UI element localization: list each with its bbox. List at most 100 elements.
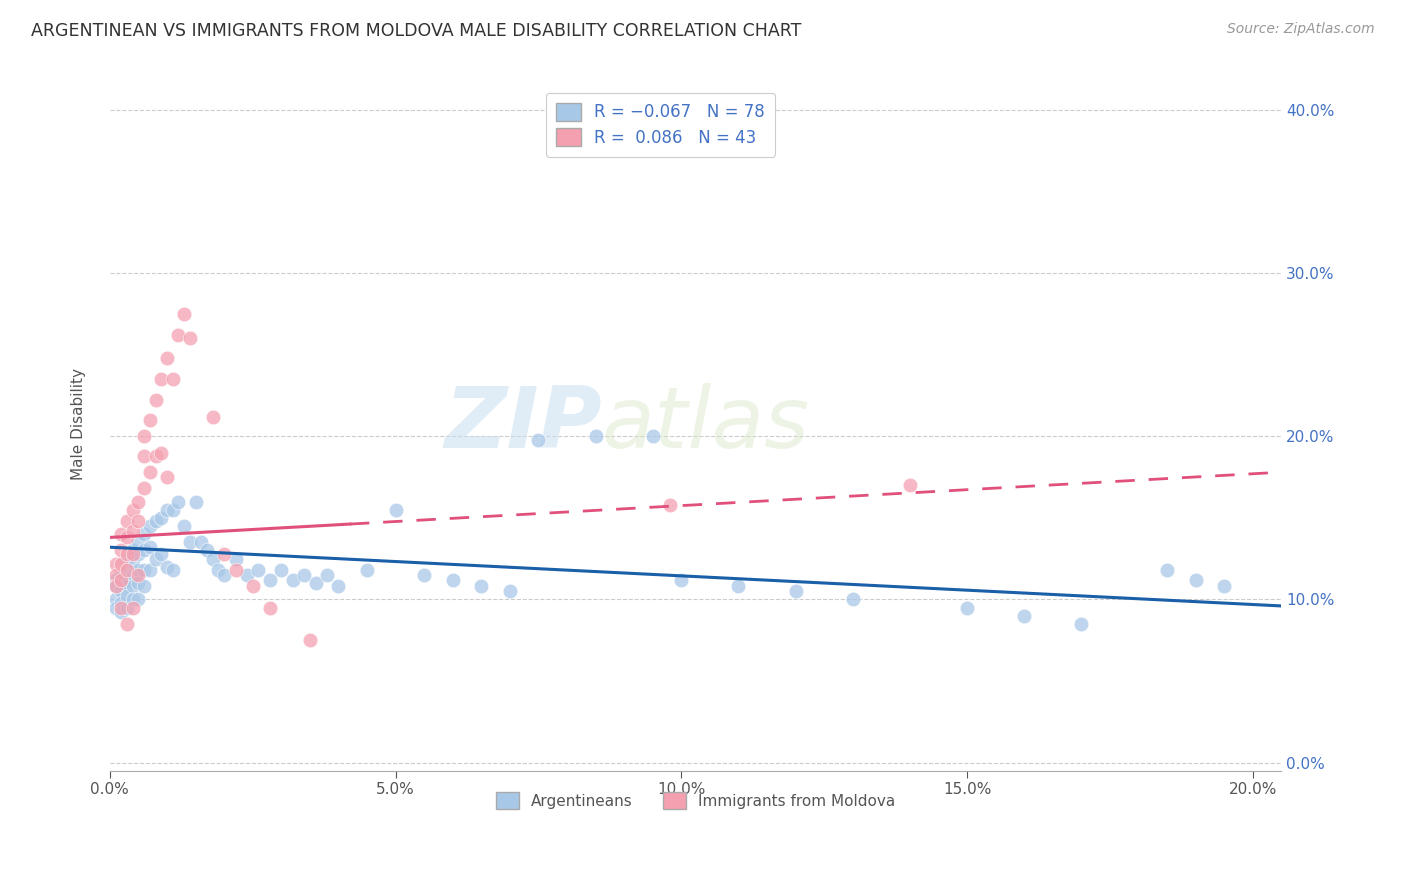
Point: [145, 449, 167, 463]
Point: [115, 563, 138, 577]
Point: [1012, 608, 1035, 623]
Point: [121, 568, 143, 582]
Point: [956, 600, 979, 615]
Point: [115, 547, 138, 561]
Point: [356, 563, 378, 577]
Point: [156, 351, 179, 365]
Point: [298, 633, 321, 648]
Point: [104, 557, 127, 571]
Point: [121, 579, 143, 593]
Point: [225, 551, 247, 566]
Point: [1213, 579, 1236, 593]
Point: [134, 563, 156, 577]
Point: [121, 600, 143, 615]
Point: [127, 576, 149, 591]
Point: [104, 592, 127, 607]
Legend: Argentineans, Immigrants from Moldova: Argentineans, Immigrants from Moldova: [489, 786, 901, 815]
Point: [162, 563, 184, 577]
Point: [121, 547, 143, 561]
Point: [110, 596, 132, 610]
Point: [207, 563, 229, 577]
Point: [671, 573, 693, 587]
Point: [212, 568, 235, 582]
Point: [384, 502, 406, 516]
Point: [104, 573, 127, 587]
Point: [115, 530, 138, 544]
Point: [139, 413, 162, 427]
Point: [139, 540, 162, 554]
Point: [121, 502, 143, 516]
Point: [179, 535, 201, 549]
Text: ZIP: ZIP: [444, 383, 602, 466]
Point: [150, 372, 173, 386]
Point: [242, 579, 264, 593]
Point: [201, 409, 224, 424]
Point: [134, 543, 156, 558]
Point: [641, 429, 664, 443]
Point: [110, 573, 132, 587]
Point: [173, 307, 195, 321]
Point: [110, 568, 132, 582]
Point: [134, 429, 156, 443]
Point: [127, 592, 149, 607]
Point: [121, 592, 143, 607]
Point: [115, 579, 138, 593]
Text: Source: ZipAtlas.com: Source: ZipAtlas.com: [1227, 22, 1375, 37]
Point: [658, 498, 681, 512]
Point: [156, 470, 179, 484]
Point: [115, 514, 138, 528]
Point: [499, 584, 522, 599]
Point: [292, 568, 315, 582]
Point: [115, 589, 138, 603]
Point: [179, 331, 201, 345]
Point: [127, 514, 149, 528]
Point: [190, 535, 212, 549]
Point: [527, 433, 550, 447]
Text: atlas: atlas: [602, 383, 810, 466]
Point: [236, 568, 259, 582]
Point: [162, 502, 184, 516]
Point: [134, 482, 156, 496]
Point: [167, 494, 190, 508]
Point: [413, 568, 436, 582]
Point: [259, 600, 281, 615]
Point: [842, 592, 865, 607]
Point: [162, 372, 184, 386]
Point: [127, 535, 149, 549]
Point: [1070, 616, 1092, 631]
Point: [115, 573, 138, 587]
Point: [115, 563, 138, 577]
Point: [110, 543, 132, 558]
Point: [115, 551, 138, 566]
Point: [127, 494, 149, 508]
Point: [1156, 563, 1178, 577]
Point: [898, 478, 921, 492]
Point: [441, 573, 464, 587]
Point: [121, 524, 143, 538]
Point: [785, 584, 807, 599]
Point: [121, 543, 143, 558]
Point: [110, 606, 132, 620]
Point: [121, 557, 143, 571]
Point: [156, 502, 179, 516]
Point: [585, 429, 607, 443]
Point: [727, 579, 749, 593]
Point: [1184, 573, 1206, 587]
Point: [127, 563, 149, 577]
Point: [145, 393, 167, 408]
Point: [110, 557, 132, 571]
Point: [259, 573, 281, 587]
Point: [225, 563, 247, 577]
Point: [145, 514, 167, 528]
Point: [134, 449, 156, 463]
Point: [150, 445, 173, 459]
Point: [156, 559, 179, 574]
Point: [150, 511, 173, 525]
Point: [110, 600, 132, 615]
Point: [127, 568, 149, 582]
Point: [115, 616, 138, 631]
Point: [201, 551, 224, 566]
Point: [104, 579, 127, 593]
Point: [470, 579, 492, 593]
Y-axis label: Male Disability: Male Disability: [72, 368, 86, 480]
